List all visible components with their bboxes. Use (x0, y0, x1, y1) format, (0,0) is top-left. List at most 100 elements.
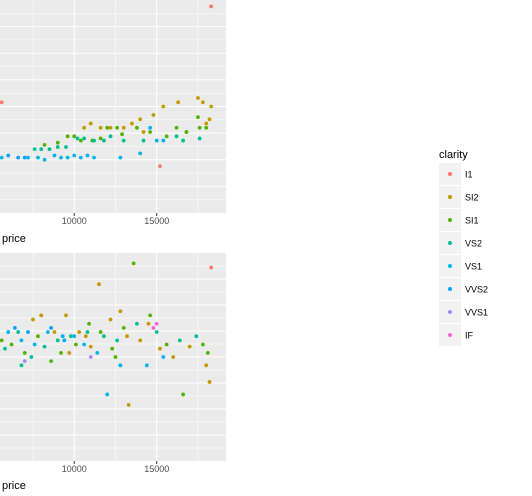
data-point (32, 342, 37, 347)
data-point (174, 125, 179, 130)
data-point (141, 130, 146, 134)
data-point (19, 338, 24, 343)
data-point (55, 338, 60, 343)
data-point (207, 380, 212, 384)
data-point (118, 363, 123, 368)
x-axis-title: price (2, 480, 26, 492)
data-point (204, 121, 209, 126)
data-point (55, 140, 60, 145)
data-point (67, 350, 72, 355)
data-point (64, 145, 68, 149)
legend-key-dot (448, 172, 452, 176)
data-point (26, 155, 30, 160)
legend-key-dot (448, 195, 452, 199)
series-vvs2 (12, 325, 67, 343)
data-point (12, 325, 17, 330)
data-point (181, 138, 186, 143)
data-point (49, 359, 54, 364)
data-point (92, 155, 96, 160)
data-point (98, 330, 103, 334)
data-point (82, 125, 87, 130)
data-point (154, 321, 159, 326)
data-point (52, 153, 57, 158)
legend-entry-si1: SI1 (439, 209, 479, 231)
data-point (121, 138, 126, 143)
data-point (181, 392, 186, 397)
data-point (126, 402, 131, 407)
data-point (187, 344, 192, 349)
legend-entry-vs1: VS1 (439, 255, 482, 277)
data-point (161, 138, 166, 143)
data-point (209, 4, 214, 9)
data-point (105, 125, 110, 130)
data-point (42, 142, 47, 147)
data-point (121, 325, 126, 330)
data-point (171, 355, 176, 359)
x-tick-label: 10000 (62, 464, 87, 474)
legend-entry-if: IF (439, 324, 474, 346)
legend-title: clarity (439, 149, 468, 161)
data-point (204, 363, 209, 368)
data-point (151, 325, 156, 330)
data-point (201, 100, 205, 105)
data-point (209, 104, 214, 109)
series-si1 (0, 261, 210, 397)
data-point (78, 155, 83, 160)
data-point (82, 136, 87, 141)
data-point (138, 338, 143, 343)
data-point (88, 355, 93, 359)
scatter-panels: 10000 15000 price 10000 15000 price (0, 0, 226, 492)
data-point (125, 334, 129, 339)
data-point (108, 134, 113, 139)
scatter-panel-2: 10000 15000 price (0, 253, 226, 492)
data-point (95, 350, 100, 355)
data-point (72, 153, 77, 158)
legend-label: SI2 (465, 193, 479, 203)
data-point (108, 125, 113, 130)
x-tick-label: 10000 (62, 216, 87, 226)
data-point (69, 334, 73, 339)
data-point (120, 132, 124, 137)
data-point (118, 309, 123, 314)
data-point (110, 346, 115, 351)
clarity-legend: clarity I1 SI2 SI1 VS2 VS1 VVS2 VVS1 IF (439, 149, 488, 346)
data-point (55, 145, 60, 149)
data-point (16, 330, 21, 334)
legend-key-dot (448, 264, 452, 268)
legend-key-dot (448, 310, 452, 314)
data-point (141, 138, 146, 143)
data-point (31, 317, 35, 322)
data-point (148, 313, 153, 318)
data-point (32, 147, 37, 152)
data-point (87, 321, 91, 326)
data-point (22, 350, 27, 355)
data-point (161, 355, 166, 359)
legend-label: VS2 (465, 239, 482, 249)
data-point (176, 100, 181, 105)
data-point (164, 342, 169, 347)
data-point (78, 138, 83, 143)
series-vs1 (0, 125, 166, 162)
data-point (196, 115, 200, 120)
data-point (9, 342, 14, 347)
data-point (197, 125, 202, 130)
data-point (22, 359, 27, 364)
data-point (39, 313, 44, 318)
data-point (65, 134, 70, 139)
data-point (148, 125, 153, 130)
data-point (158, 164, 162, 169)
data-point (196, 96, 200, 100)
legend-label: VVS2 (465, 285, 488, 295)
data-point (88, 121, 93, 126)
data-point (64, 313, 68, 318)
data-point (16, 155, 21, 160)
data-point (75, 136, 80, 141)
data-point (0, 155, 4, 160)
data-point (59, 350, 63, 355)
data-point (36, 155, 40, 160)
data-point (3, 346, 7, 351)
data-point (88, 344, 93, 349)
data-point (6, 153, 11, 158)
legend-entry-vvs2: VVS2 (439, 278, 488, 300)
series-vs2 (32, 134, 202, 152)
